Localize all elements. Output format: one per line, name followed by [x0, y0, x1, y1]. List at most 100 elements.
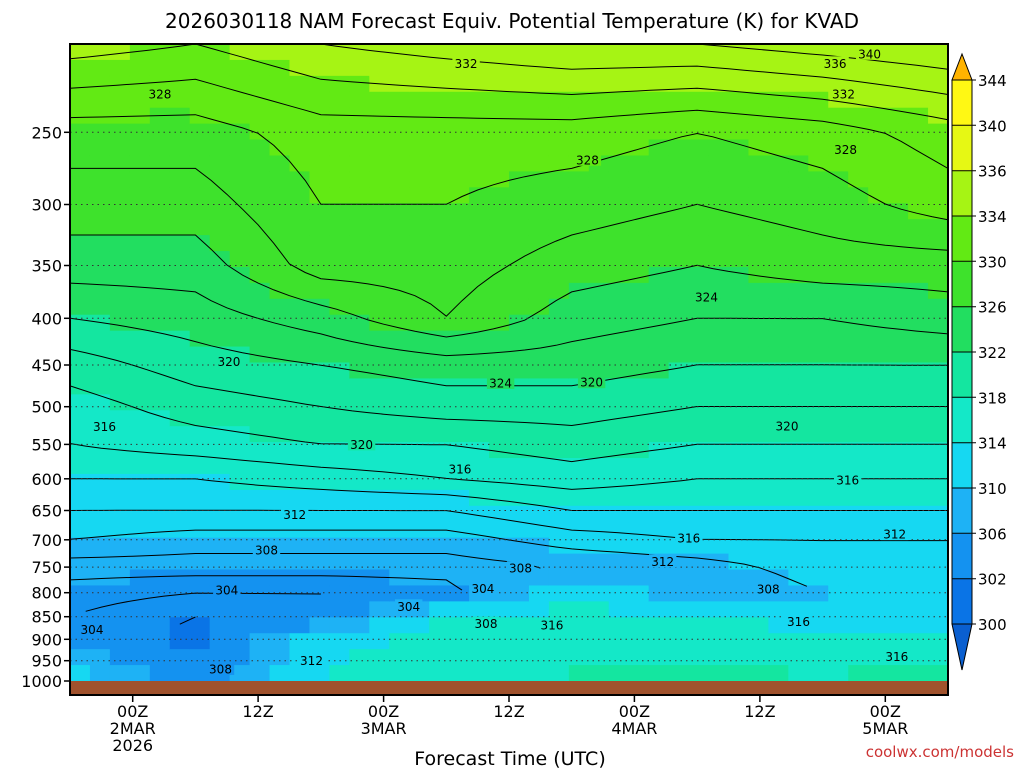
field-cell	[888, 665, 909, 682]
field-cell	[708, 442, 730, 459]
field-cell	[189, 171, 211, 188]
field-cell	[588, 171, 610, 188]
x-axis-label: Forecast Time (UTC)	[414, 748, 605, 768]
contour-label-bg	[675, 531, 703, 545]
field-cell	[369, 601, 390, 618]
field-cell	[808, 521, 829, 539]
field-cell	[369, 346, 390, 364]
field-cell	[309, 314, 330, 332]
colorbar-label: 330	[978, 253, 1007, 271]
field-cell	[409, 665, 430, 682]
field-cell	[888, 75, 909, 93]
field-cell	[489, 155, 510, 173]
field-cell	[369, 489, 390, 507]
field-cell	[668, 171, 690, 188]
field-cell	[209, 410, 231, 427]
field-cell	[309, 394, 330, 411]
contour-line-328	[70, 167, 948, 317]
field-cell	[648, 235, 670, 252]
field-cell	[928, 155, 948, 173]
field-cell	[848, 187, 869, 204]
field-cell	[329, 473, 350, 491]
field-cell	[449, 155, 470, 173]
field-cell	[189, 649, 211, 666]
field-cell	[469, 346, 490, 364]
field-cell	[808, 362, 829, 380]
field-cell	[708, 553, 730, 571]
field-cell	[828, 569, 849, 587]
contour-label: 304	[397, 600, 420, 614]
field-cell	[289, 346, 311, 364]
field-cell	[129, 410, 151, 427]
field-cell	[828, 553, 849, 571]
field-cell	[209, 314, 231, 332]
field-cell	[768, 298, 789, 316]
field-cell	[588, 266, 610, 284]
field-cell	[509, 617, 530, 634]
field-cell	[429, 633, 450, 650]
field-cell	[129, 521, 151, 539]
field-cell	[808, 569, 829, 587]
field-cell	[169, 171, 191, 188]
field-cell	[628, 362, 650, 380]
field-cell	[389, 410, 410, 427]
field-cell	[209, 298, 231, 316]
field-cell	[509, 187, 530, 204]
field-cell	[489, 649, 510, 666]
field-cell	[389, 171, 410, 188]
field-cell	[728, 59, 750, 77]
field-cell	[129, 314, 151, 332]
field-cell	[489, 665, 510, 682]
field-cell	[70, 489, 91, 507]
field-cell	[89, 521, 111, 539]
field-cell	[429, 91, 450, 109]
field-cell	[548, 553, 570, 571]
field-cell	[648, 75, 670, 93]
field-cell	[249, 44, 271, 61]
field-cell	[868, 155, 889, 173]
field-cell	[129, 330, 151, 348]
field-cell	[908, 330, 929, 348]
field-cell	[688, 553, 710, 571]
field-cell	[469, 537, 490, 555]
field-cell	[189, 617, 211, 634]
field-cell	[708, 139, 730, 157]
field-cell	[608, 505, 630, 523]
field-cell	[249, 203, 271, 220]
field-cell	[169, 251, 191, 268]
field-cell	[528, 665, 550, 682]
field-cell	[748, 362, 769, 380]
field-cell	[868, 107, 889, 125]
field-cell	[109, 489, 131, 507]
field-cell	[608, 617, 630, 634]
field-cell	[608, 171, 630, 188]
contour-label-bg	[754, 582, 782, 596]
field-cell	[309, 601, 330, 618]
field-cell	[70, 44, 91, 61]
field-cell	[888, 442, 909, 459]
field-cell	[329, 314, 350, 332]
field-cell	[269, 473, 291, 491]
field-cell	[748, 378, 769, 395]
field-cell	[449, 235, 470, 252]
field-cell	[928, 107, 948, 125]
field-cell	[70, 633, 91, 650]
field-cell	[449, 649, 470, 666]
field-cell	[309, 633, 330, 650]
x-tick-label: 5MAR	[862, 719, 908, 738]
field-cell	[848, 282, 869, 300]
field-cell	[109, 171, 131, 188]
field-cell	[149, 203, 171, 220]
field-cell	[548, 378, 570, 395]
field-cell	[828, 617, 849, 634]
field-cell	[528, 585, 550, 602]
field-cell	[688, 617, 710, 634]
field-cell	[848, 171, 869, 188]
contour-label: 332	[455, 57, 478, 71]
field-cell	[568, 362, 590, 380]
field-cell	[688, 107, 710, 125]
field-cell	[329, 251, 350, 268]
field-cell	[489, 314, 510, 332]
field-cell	[289, 155, 311, 173]
